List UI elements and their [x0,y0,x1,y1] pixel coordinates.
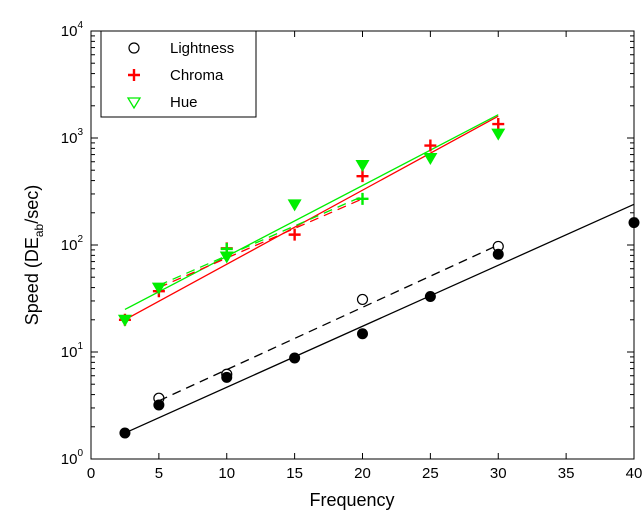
data-point [220,242,233,255]
fit-line [158,244,499,402]
y-tick-label: 101 [61,341,84,361]
x-axis-title: Frequency [309,490,394,510]
data-point [492,118,505,131]
x-tick-label: 15 [286,465,303,482]
y-axis-title-tail: /sec) [22,185,42,224]
y-tick-label: 104 [61,20,84,40]
fit-line [124,114,499,310]
y-axis-title-main: Speed (DE [22,237,42,325]
data-point [153,399,165,411]
data-point [287,199,302,212]
x-tick-label: 35 [558,465,575,482]
x-tick-label: 5 [155,465,163,482]
data-point [628,217,640,229]
fit-lines [124,114,635,434]
legend-label: Hue [170,94,198,111]
y-tick-label: 102 [61,234,84,254]
fit-line [124,203,635,434]
data-point [288,228,301,241]
data-point [355,159,370,172]
data-point [424,291,436,303]
x-tick-label: 10 [218,465,235,482]
y-tick-label: 100 [61,448,84,468]
y-axis-title: Speed (DEab/sec) [22,185,46,325]
data-markers [117,118,640,439]
legend-box [100,30,257,118]
legend-marker [128,42,140,54]
data-point [423,153,438,166]
y-tick-label: 103 [61,127,84,147]
fit-line-dashed [158,198,363,289]
legend-marker [126,97,142,110]
data-point [219,251,234,264]
data-point [119,427,131,439]
legend-label: Lightness [170,40,234,57]
data-point [356,170,369,183]
data-point [357,328,368,340]
x-tick-label: 0 [87,465,95,482]
data-point [491,128,506,141]
fit-line-dashed [158,195,363,286]
data-point [424,139,437,152]
x-tick-label: 40 [626,465,643,482]
legend: Lightness Chroma Hue [100,30,257,118]
data-point [356,192,369,205]
x-tick-label: 25 [422,465,439,482]
data-point [289,352,301,364]
x-tick-label: 30 [490,465,507,482]
data-point [356,293,369,306]
data-point [492,248,504,260]
legend-marker [128,69,140,81]
y-axis-title-subscript: ab [32,223,46,237]
legend-label: Chroma [170,67,224,84]
data-point [117,314,132,327]
data-point [151,282,166,295]
data-point [221,371,233,383]
x-tick-label: 20 [354,465,371,482]
